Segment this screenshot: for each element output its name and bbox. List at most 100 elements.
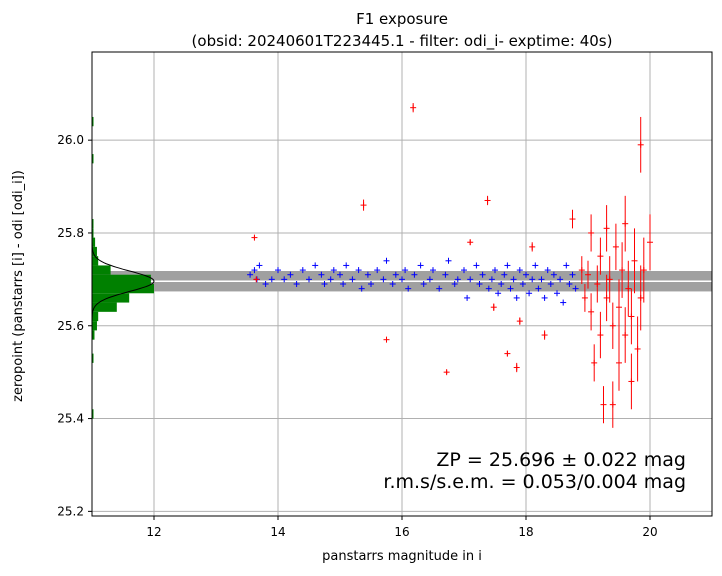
x-axis-ticks: 12 14 16 18 20	[146, 516, 658, 539]
data-point	[337, 271, 343, 278]
data-point	[488, 276, 495, 283]
outlier-point	[251, 234, 258, 241]
zp-annotation: ZP = 25.696 ± 0.022 mag	[436, 449, 686, 471]
outlier-point	[588, 214, 595, 252]
data-point	[485, 285, 492, 292]
outlier-point	[603, 274, 610, 322]
data-point	[306, 276, 312, 283]
data-point	[251, 267, 258, 274]
outlier-point	[513, 362, 520, 373]
data-point	[550, 271, 557, 278]
outlier-point	[578, 256, 585, 284]
series-outliers	[251, 103, 653, 428]
outlier-point	[529, 242, 536, 252]
histogram-bar	[92, 237, 96, 247]
outlier-point	[616, 279, 622, 336]
data-point	[445, 257, 452, 264]
data-point	[383, 257, 390, 264]
histogram	[92, 116, 154, 419]
data-point	[355, 267, 362, 274]
y-tick-label: 25.4	[57, 412, 84, 426]
outlier-point	[612, 223, 619, 271]
x-axis-label: panstarrs magnitude in i	[322, 549, 482, 564]
data-point	[442, 271, 449, 278]
data-point	[364, 271, 371, 278]
data-point	[467, 276, 474, 283]
data-point	[507, 285, 514, 292]
histogram-bar	[92, 219, 94, 229]
y-axis-ticks: 25.2 25.4 25.6 25.8 26.0	[57, 133, 92, 518]
data-point	[343, 262, 350, 269]
outlier-point	[637, 265, 644, 331]
data-point	[281, 276, 288, 283]
data-point	[532, 262, 539, 269]
outlier-point	[516, 317, 523, 325]
data-point	[495, 290, 502, 297]
outlier-point	[594, 265, 601, 303]
y-tick-label: 25.8	[57, 226, 84, 240]
outlier-point	[591, 344, 598, 382]
outlier-point	[628, 353, 635, 410]
data-point	[380, 276, 387, 283]
data-point	[312, 262, 319, 269]
data-point	[538, 276, 545, 283]
data-point	[340, 281, 347, 287]
outlier-point	[541, 330, 548, 340]
data-point	[417, 262, 424, 269]
chart-subtitle: (obsid: 20240601T223445.1 - filter: odi_…	[192, 32, 613, 51]
outlier-point	[484, 195, 491, 206]
data-point	[526, 290, 533, 297]
data-point	[287, 271, 294, 278]
outlier-point	[631, 228, 638, 294]
histogram-bar	[92, 246, 97, 257]
histogram-bar	[92, 302, 117, 312]
outlier-point	[253, 276, 260, 283]
data-point	[554, 290, 560, 297]
outlier-point	[609, 381, 616, 428]
data-point	[504, 262, 511, 269]
outlier-point	[622, 307, 629, 363]
histogram-bar	[92, 284, 154, 294]
histogram-bar	[92, 409, 94, 419]
x-tick-label: 12	[146, 525, 161, 539]
data-point	[402, 267, 409, 274]
x-tick-label: 20	[642, 525, 657, 539]
data-point	[569, 271, 576, 278]
data-point	[513, 294, 520, 301]
data-point	[563, 262, 570, 269]
series-good	[247, 257, 579, 306]
outlier-point	[625, 260, 632, 317]
outlier-point	[569, 209, 576, 229]
data-point	[256, 262, 263, 269]
data-point	[461, 267, 467, 274]
data-point	[566, 281, 573, 287]
data-point	[389, 281, 396, 287]
data-point	[411, 271, 418, 278]
data-point	[358, 285, 365, 292]
outlier-point	[588, 293, 595, 331]
data-point	[501, 271, 508, 278]
chart-title: F1 exposure	[356, 10, 448, 28]
outlier-point	[600, 386, 607, 424]
data-point	[547, 281, 554, 287]
data-point	[557, 276, 564, 283]
data-point	[479, 271, 486, 278]
outlier-point	[443, 369, 450, 376]
outlier-point	[634, 316, 641, 382]
data-point	[492, 267, 498, 274]
outlier-point	[603, 205, 610, 252]
histogram-bar	[92, 293, 130, 303]
data-point	[321, 281, 328, 287]
data-point	[430, 267, 436, 274]
rms-annotation: r.m.s/s.e.m. = 0.053/0.004 mag	[383, 471, 686, 493]
histogram-bar	[92, 330, 95, 340]
outlier-point	[383, 336, 390, 343]
outlier-point	[597, 237, 604, 275]
outlier-point	[410, 103, 417, 113]
data-point	[374, 267, 381, 274]
outlier-point	[640, 237, 647, 303]
data-point	[330, 267, 337, 274]
data-point	[275, 267, 281, 274]
outlier-point	[360, 199, 367, 211]
